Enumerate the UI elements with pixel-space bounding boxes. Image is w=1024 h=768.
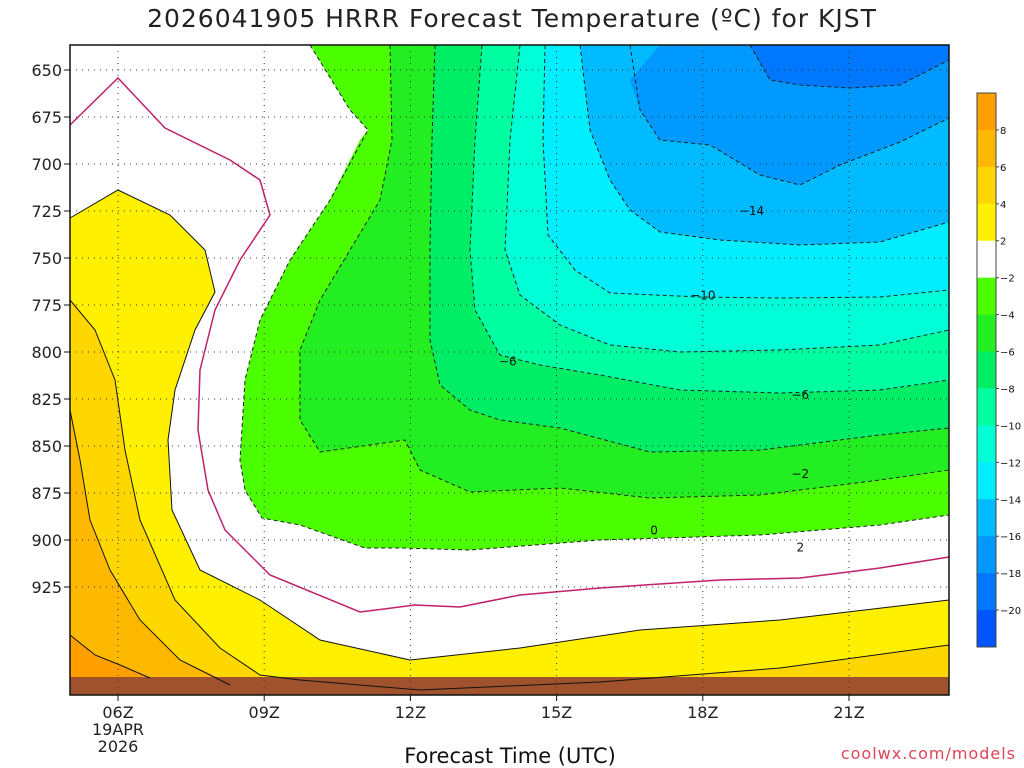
- band-orange: [70, 635, 150, 678]
- y-tick-label-825: 825: [31, 390, 62, 409]
- y-tick-label-675: 675: [31, 108, 62, 127]
- x-tick-label-06Z: 06Z: [102, 703, 133, 722]
- y-tick-label-650: 650: [31, 61, 62, 80]
- colorbar-label-11: −16: [1000, 532, 1021, 543]
- x-axis-title: Forecast Time (UTC): [404, 744, 616, 768]
- x-tick-label-18Z: 18Z: [687, 703, 718, 722]
- credit-link[interactable]: coolwx.com/models: [840, 744, 1016, 763]
- contour-solid-1: [69, 299, 950, 691]
- x-tick-label-15Z: 15Z: [541, 703, 572, 722]
- x-tick-label-09Z: 09Z: [249, 703, 280, 722]
- colorbar-label-12: −18: [1000, 569, 1021, 580]
- colorbar-label-13: −20: [1000, 606, 1021, 617]
- colorbar-label-5: −4: [1000, 311, 1015, 322]
- band-blue-dark: [750, 45, 949, 88]
- y-tick-label-900: 900: [31, 531, 62, 550]
- colorbar-label-0: 8: [1000, 126, 1006, 137]
- contour-label-2: −6: [499, 354, 517, 368]
- contour-label-5: 0: [650, 524, 658, 538]
- colorbar-label-2: 4: [1000, 200, 1006, 211]
- contour-label-3: −6: [791, 388, 809, 402]
- x-tick-label-21Z: 21Z: [833, 703, 864, 722]
- colorbar-swatch-7: [977, 351, 996, 389]
- contour-solid-3: [69, 634, 151, 679]
- colorbar-swatch-8: [977, 388, 996, 426]
- colorbar-label-9: −12: [1000, 458, 1021, 469]
- colorbar-label-3: 2: [1000, 237, 1006, 248]
- contour-dashed-3: [469, 44, 950, 394]
- colorbar-swatch-2: [977, 166, 996, 205]
- y-tick-label-725: 725: [31, 202, 62, 221]
- colorbar-frame: [976, 92, 997, 648]
- y-tick-label-850: 850: [31, 437, 62, 456]
- contour-dashed-7: [629, 44, 950, 186]
- colorbar-swatch-4: [977, 240, 996, 279]
- contour-dashed-6: [579, 44, 950, 246]
- x-date-label-0: 19APR: [92, 720, 144, 739]
- colorbar-label-7: −8: [1000, 384, 1015, 395]
- colorbar-swatch-13: [977, 573, 996, 611]
- colorbar-swatch-3: [977, 203, 996, 242]
- chart-title: 2026041905 HRRR Forecast Temperature (ºC…: [147, 4, 877, 33]
- zero-isotherm-line: [69, 76, 950, 613]
- colorbar-label-6: −6: [1000, 348, 1015, 359]
- colorbar-label-1: 6: [1000, 163, 1006, 174]
- contour-dashed-4: [504, 44, 950, 353]
- contour-dashed-5: [542, 44, 950, 299]
- colorbar-label-10: −14: [1000, 495, 1021, 506]
- colorbar-label-4: −2: [1000, 274, 1015, 285]
- colorbar-swatch-6: [977, 314, 996, 353]
- colorbar-swatch-5: [977, 277, 996, 316]
- colorbar-swatch-9: [977, 425, 996, 463]
- contour-dashed-1: [299, 44, 950, 499]
- contour-solid-2: [69, 409, 231, 686]
- contour-label-1: −10: [690, 289, 715, 303]
- x-date-label-1: 2026: [98, 737, 139, 756]
- colorbar-swatch-14: [977, 610, 996, 648]
- colorbar-swatch-10: [977, 462, 996, 500]
- colorbar-swatch-0: [977, 93, 996, 131]
- y-tick-label-700: 700: [31, 155, 62, 174]
- y-tick-label-875: 875: [31, 484, 62, 503]
- colorbar-swatch-12: [977, 536, 996, 574]
- colorbar-swatch-1: [977, 129, 996, 168]
- contour-label-0: −14: [739, 204, 764, 218]
- contour-label-4: −2: [791, 467, 809, 481]
- contour-dashed-0: [239, 44, 950, 551]
- contour-dashed-2: [429, 44, 950, 453]
- y-tick-label-750: 750: [31, 249, 62, 268]
- y-tick-label-925: 925: [31, 578, 62, 597]
- y-tick-label-800: 800: [31, 343, 62, 362]
- contour-solid-0: [69, 189, 950, 661]
- colorbar-swatch-11: [977, 499, 996, 537]
- colorbar-label-8: −10: [1000, 421, 1021, 432]
- x-tick-label-12Z: 12Z: [395, 703, 426, 722]
- band-orange-light: [70, 410, 240, 690]
- plot-frame: [69, 44, 950, 696]
- contour-label-6: 2: [796, 541, 804, 555]
- y-tick-label-775: 775: [31, 296, 62, 315]
